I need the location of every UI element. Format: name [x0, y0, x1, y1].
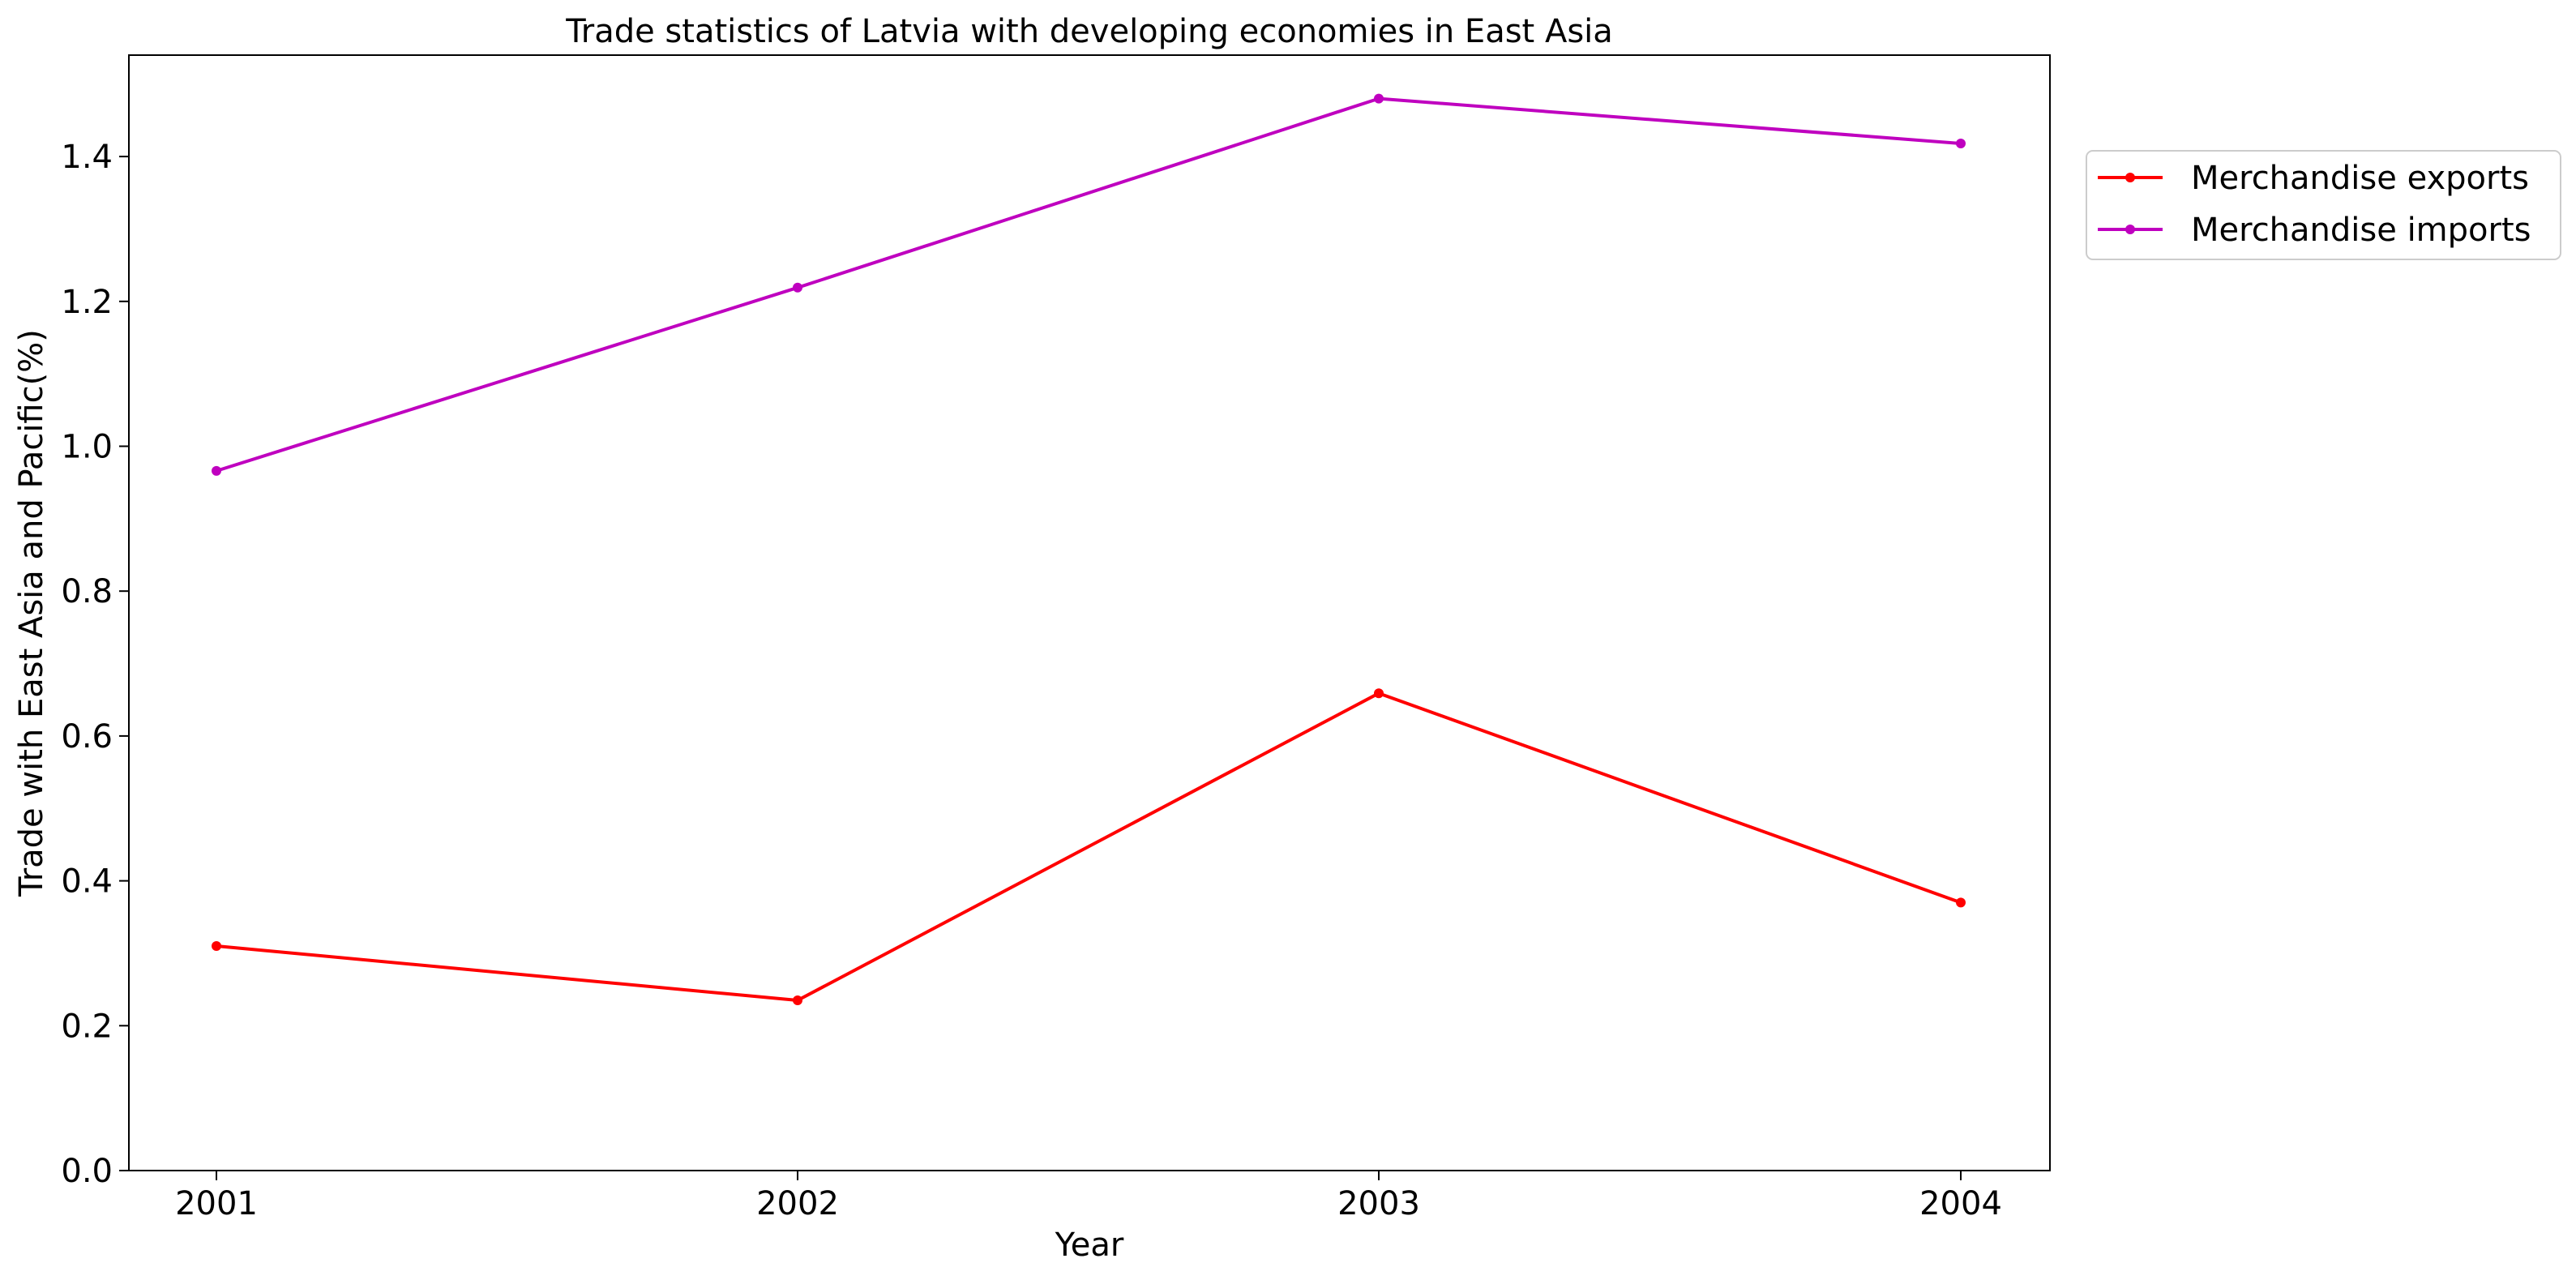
plot-area-frame — [128, 54, 2051, 1171]
legend-swatch-marker — [2125, 173, 2135, 182]
y-tick-label: 1.2 — [61, 284, 113, 321]
y-tick-label: 1.4 — [61, 139, 113, 176]
y-axis: 0.0 0.2 0.4 0.6 0.8 1.0 1.2 1.4 — [61, 139, 129, 1190]
y-tick-label: 0.0 — [61, 1153, 113, 1190]
data-point — [212, 465, 221, 476]
y-tick-label: 1.0 — [61, 428, 113, 465]
series-line — [216, 96, 1962, 473]
legend-entry: Merchandise imports — [2098, 212, 2531, 249]
series-layer — [212, 93, 1966, 1005]
series-imports — [212, 93, 1966, 476]
legend-label: Merchandise imports — [2191, 212, 2531, 249]
legend-label: Merchandise exports — [2191, 160, 2529, 197]
x-tick-label: 2003 — [1337, 1185, 1420, 1222]
x-axis-label: Year — [1055, 1226, 1124, 1264]
chart-title: Trade statistics of Latvia with developi… — [565, 13, 1613, 50]
series-exports — [212, 688, 1966, 1005]
legend-frame — [2086, 150, 2561, 260]
x-axis: 2001 2002 2003 2004 — [175, 1171, 2002, 1222]
data-point — [1374, 93, 1384, 104]
y-tick-label: 0.2 — [61, 1008, 113, 1045]
x-tick-label: 2001 — [175, 1185, 258, 1222]
data-point — [212, 941, 221, 951]
y-axis-label: Trade with East Asia and Pacific(%) — [13, 329, 50, 897]
legend: Merchandise exports Merchandise imports — [2086, 150, 2561, 260]
data-point — [1374, 688, 1384, 699]
legend-swatch-marker — [2125, 225, 2135, 234]
y-tick-label: 0.4 — [61, 863, 113, 901]
x-tick-label: 2004 — [1919, 1185, 2002, 1222]
x-tick-label: 2002 — [756, 1185, 839, 1222]
data-point — [1956, 897, 1966, 908]
data-point — [793, 282, 802, 293]
data-point — [793, 995, 802, 1005]
y-tick-label: 0.8 — [61, 573, 113, 610]
data-point — [1956, 139, 1966, 148]
legend-entry: Merchandise exports — [2098, 160, 2529, 197]
series-line — [216, 691, 1962, 1002]
y-tick-label: 0.6 — [61, 718, 113, 756]
